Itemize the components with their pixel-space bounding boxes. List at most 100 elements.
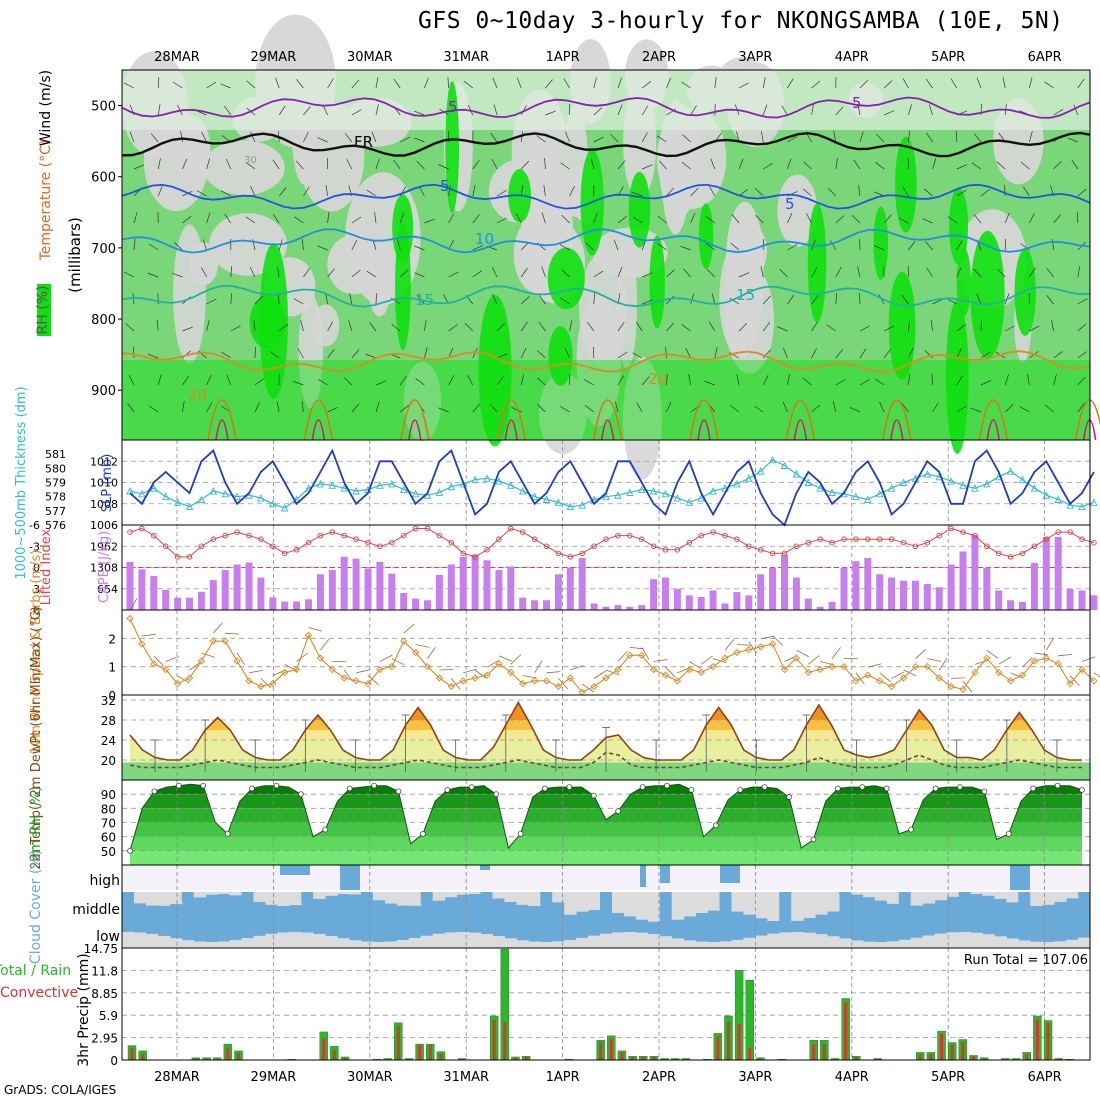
wind-barb <box>538 321 546 332</box>
slp-tick-label: 1006 <box>90 519 118 532</box>
wind-speed-point <box>1030 657 1039 665</box>
rh-tick-label: 80 <box>101 802 116 816</box>
li-point <box>353 536 359 542</box>
thickness-point <box>197 495 206 503</box>
wind-speed-point <box>185 674 194 682</box>
wind-barb <box>708 321 716 332</box>
wind-barb-10m <box>1045 637 1054 651</box>
wind-barb <box>1076 211 1079 224</box>
wind-barb-10m <box>165 656 179 662</box>
mid-cloud-bar <box>396 892 410 906</box>
rh-point <box>859 784 866 790</box>
mid-cloud-bar <box>815 892 828 915</box>
li-point <box>769 550 776 557</box>
wind-barb <box>833 131 837 143</box>
wind-barb <box>206 81 217 89</box>
wind-barb <box>325 293 328 305</box>
wind-barb <box>180 131 183 143</box>
wind-speed-point <box>911 663 920 671</box>
date-label-bottom: 4APR <box>835 1070 869 1085</box>
low-cloud-bar <box>468 932 482 948</box>
wind-barb <box>375 380 387 386</box>
dry-region <box>367 244 392 317</box>
wind-barb <box>787 78 794 89</box>
wind-barb <box>278 187 287 197</box>
wind-barb-10m <box>248 670 263 674</box>
low-cloud-bar <box>671 938 685 948</box>
isotherm-0CFR <box>121 131 1091 158</box>
wind-barb <box>1004 212 1010 224</box>
wind-barb <box>124 82 135 89</box>
wind-barb <box>1029 77 1033 89</box>
wind-barb <box>666 269 675 278</box>
thickness-point <box>459 479 467 488</box>
wind-barb <box>738 82 749 89</box>
wind-barb-10m <box>308 627 323 632</box>
low-cloud-bar <box>444 932 458 948</box>
wind-barb-10m <box>260 678 272 689</box>
wind-barb-10m <box>891 671 905 679</box>
wind-barb <box>781 105 788 116</box>
wind-barb <box>1002 77 1006 89</box>
thickness-point <box>1078 502 1086 511</box>
wind-barb <box>787 136 798 143</box>
mid-cloud-bar <box>719 892 732 911</box>
low-cloud-bar <box>325 935 338 948</box>
low-cloud-bar <box>492 936 505 948</box>
wind-barb <box>278 323 288 332</box>
mid-cloud-bar <box>122 892 135 900</box>
wind-barb <box>424 218 435 224</box>
high-cloud-bar <box>280 865 310 875</box>
wind-speed-point <box>281 668 289 676</box>
wind-barb <box>206 212 211 224</box>
rh-point <box>127 847 133 854</box>
low-cloud-bar <box>886 941 900 948</box>
rh-point <box>151 788 158 795</box>
mid-cloud-bar <box>325 892 338 896</box>
temp-tick-label: 32 <box>101 694 116 708</box>
cape-bar <box>911 580 919 610</box>
wind-barb <box>632 352 643 359</box>
wind-barb-10m <box>522 675 537 679</box>
wind-barb <box>901 294 909 305</box>
rh-point <box>566 784 573 790</box>
low-cloud-bar <box>1030 941 1043 948</box>
wind-barb <box>787 212 793 224</box>
wind-barb <box>561 269 570 278</box>
mid-cloud-bar <box>588 892 601 911</box>
wind-speed-point <box>1078 665 1086 674</box>
low-cloud-bar <box>372 941 386 948</box>
wind-barb <box>932 402 939 413</box>
wind-barb <box>544 158 546 170</box>
wind-barb <box>1052 239 1054 251</box>
low-cloud-bar <box>504 938 517 948</box>
li-point <box>746 543 752 550</box>
wind-speed-point <box>471 674 479 682</box>
pressure-label: 600 <box>91 171 116 186</box>
rh-tick-label: 50 <box>101 845 116 859</box>
wind-barb-10m <box>796 649 809 658</box>
wind-barb <box>496 323 506 332</box>
precip-conv-bar <box>961 1041 965 1060</box>
isotherm-25C <box>592 399 623 441</box>
wind-barb <box>391 323 401 332</box>
moist-region <box>478 294 512 447</box>
wind-barb <box>496 353 508 359</box>
isotherm-30C <box>311 419 326 441</box>
wind-barb <box>424 320 427 332</box>
low-cloud-bar <box>910 937 924 948</box>
wind-barb-10m <box>748 641 757 654</box>
wind-barb <box>681 324 691 332</box>
wind-barb <box>351 349 360 359</box>
wind-barb-10m <box>570 665 584 671</box>
mid-cloud-bar <box>217 892 231 895</box>
thickness-point <box>768 455 777 464</box>
wind-barb <box>1029 325 1040 332</box>
wind-barb <box>400 136 411 143</box>
wind-barb <box>344 133 353 143</box>
wind-speed-point <box>411 648 420 657</box>
wind-barb-10m <box>474 669 487 679</box>
wind-barb <box>902 186 909 197</box>
wind-barb <box>226 374 232 386</box>
cape-bar <box>1019 601 1026 610</box>
